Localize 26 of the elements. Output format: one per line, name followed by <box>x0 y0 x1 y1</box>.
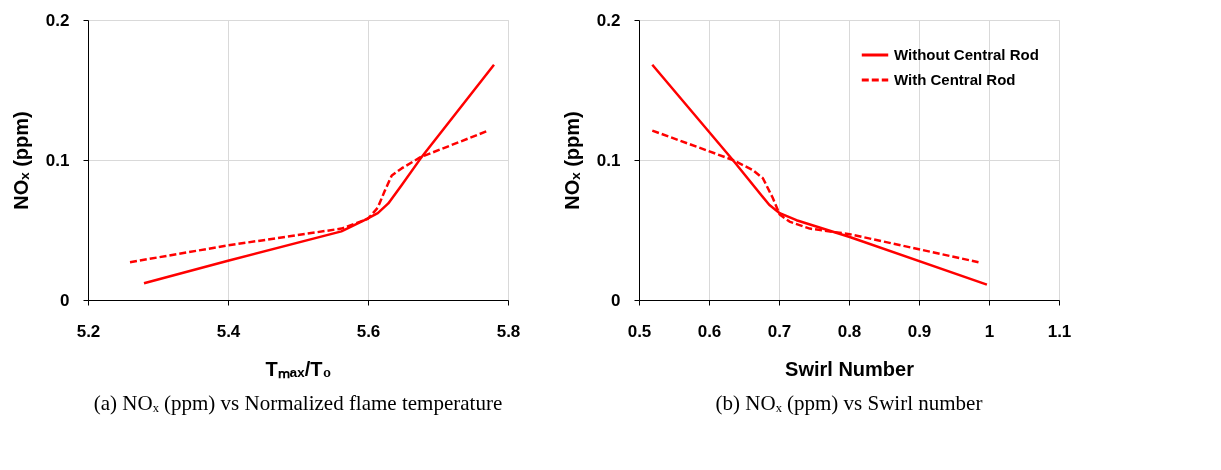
y-tick-label: 0 <box>60 290 70 310</box>
y-tick-label: 0.1 <box>45 150 70 170</box>
text: (b) NOₓ (ppm) vs Swirl number <box>715 391 983 415</box>
x-tick-label: 1 <box>984 321 995 341</box>
y-tick-label: 0.2 <box>596 10 621 30</box>
x-tick-label: 5.2 <box>76 321 101 341</box>
x-tick-label: 5.8 <box>496 321 521 341</box>
x-tick-label: 0.8 <box>837 321 862 341</box>
x-tick-label: 0.9 <box>907 321 932 341</box>
line-series <box>651 63 989 286</box>
y-tick-label: 0 <box>611 290 621 310</box>
legend-label: With Central Rod <box>894 71 1016 88</box>
x-tick-label: 5.6 <box>356 321 381 341</box>
legend-label: Without Central Rod <box>894 46 1039 63</box>
x-tick-label: 0.7 <box>767 321 792 341</box>
x-tick-label: 0.5 <box>627 321 652 341</box>
y-axis-title: NOₓ (ppm) <box>560 111 583 210</box>
x-axis-title: Swirl Number <box>785 357 915 380</box>
y-tick-label: 0.1 <box>596 150 621 170</box>
x-tick-label: 5.4 <box>216 321 241 341</box>
x-tick-label: 1.1 <box>1047 321 1072 341</box>
y-tick-label: 0.2 <box>45 10 70 30</box>
x-axis-title: Tₘₐₓ/T₀ <box>265 357 332 380</box>
text: (a) NOₓ (ppm) vs Normalized flame temperature <box>93 391 503 415</box>
x-tick-label: 0.6 <box>697 321 722 341</box>
y-axis-title: NOₓ (ppm) <box>9 111 32 210</box>
